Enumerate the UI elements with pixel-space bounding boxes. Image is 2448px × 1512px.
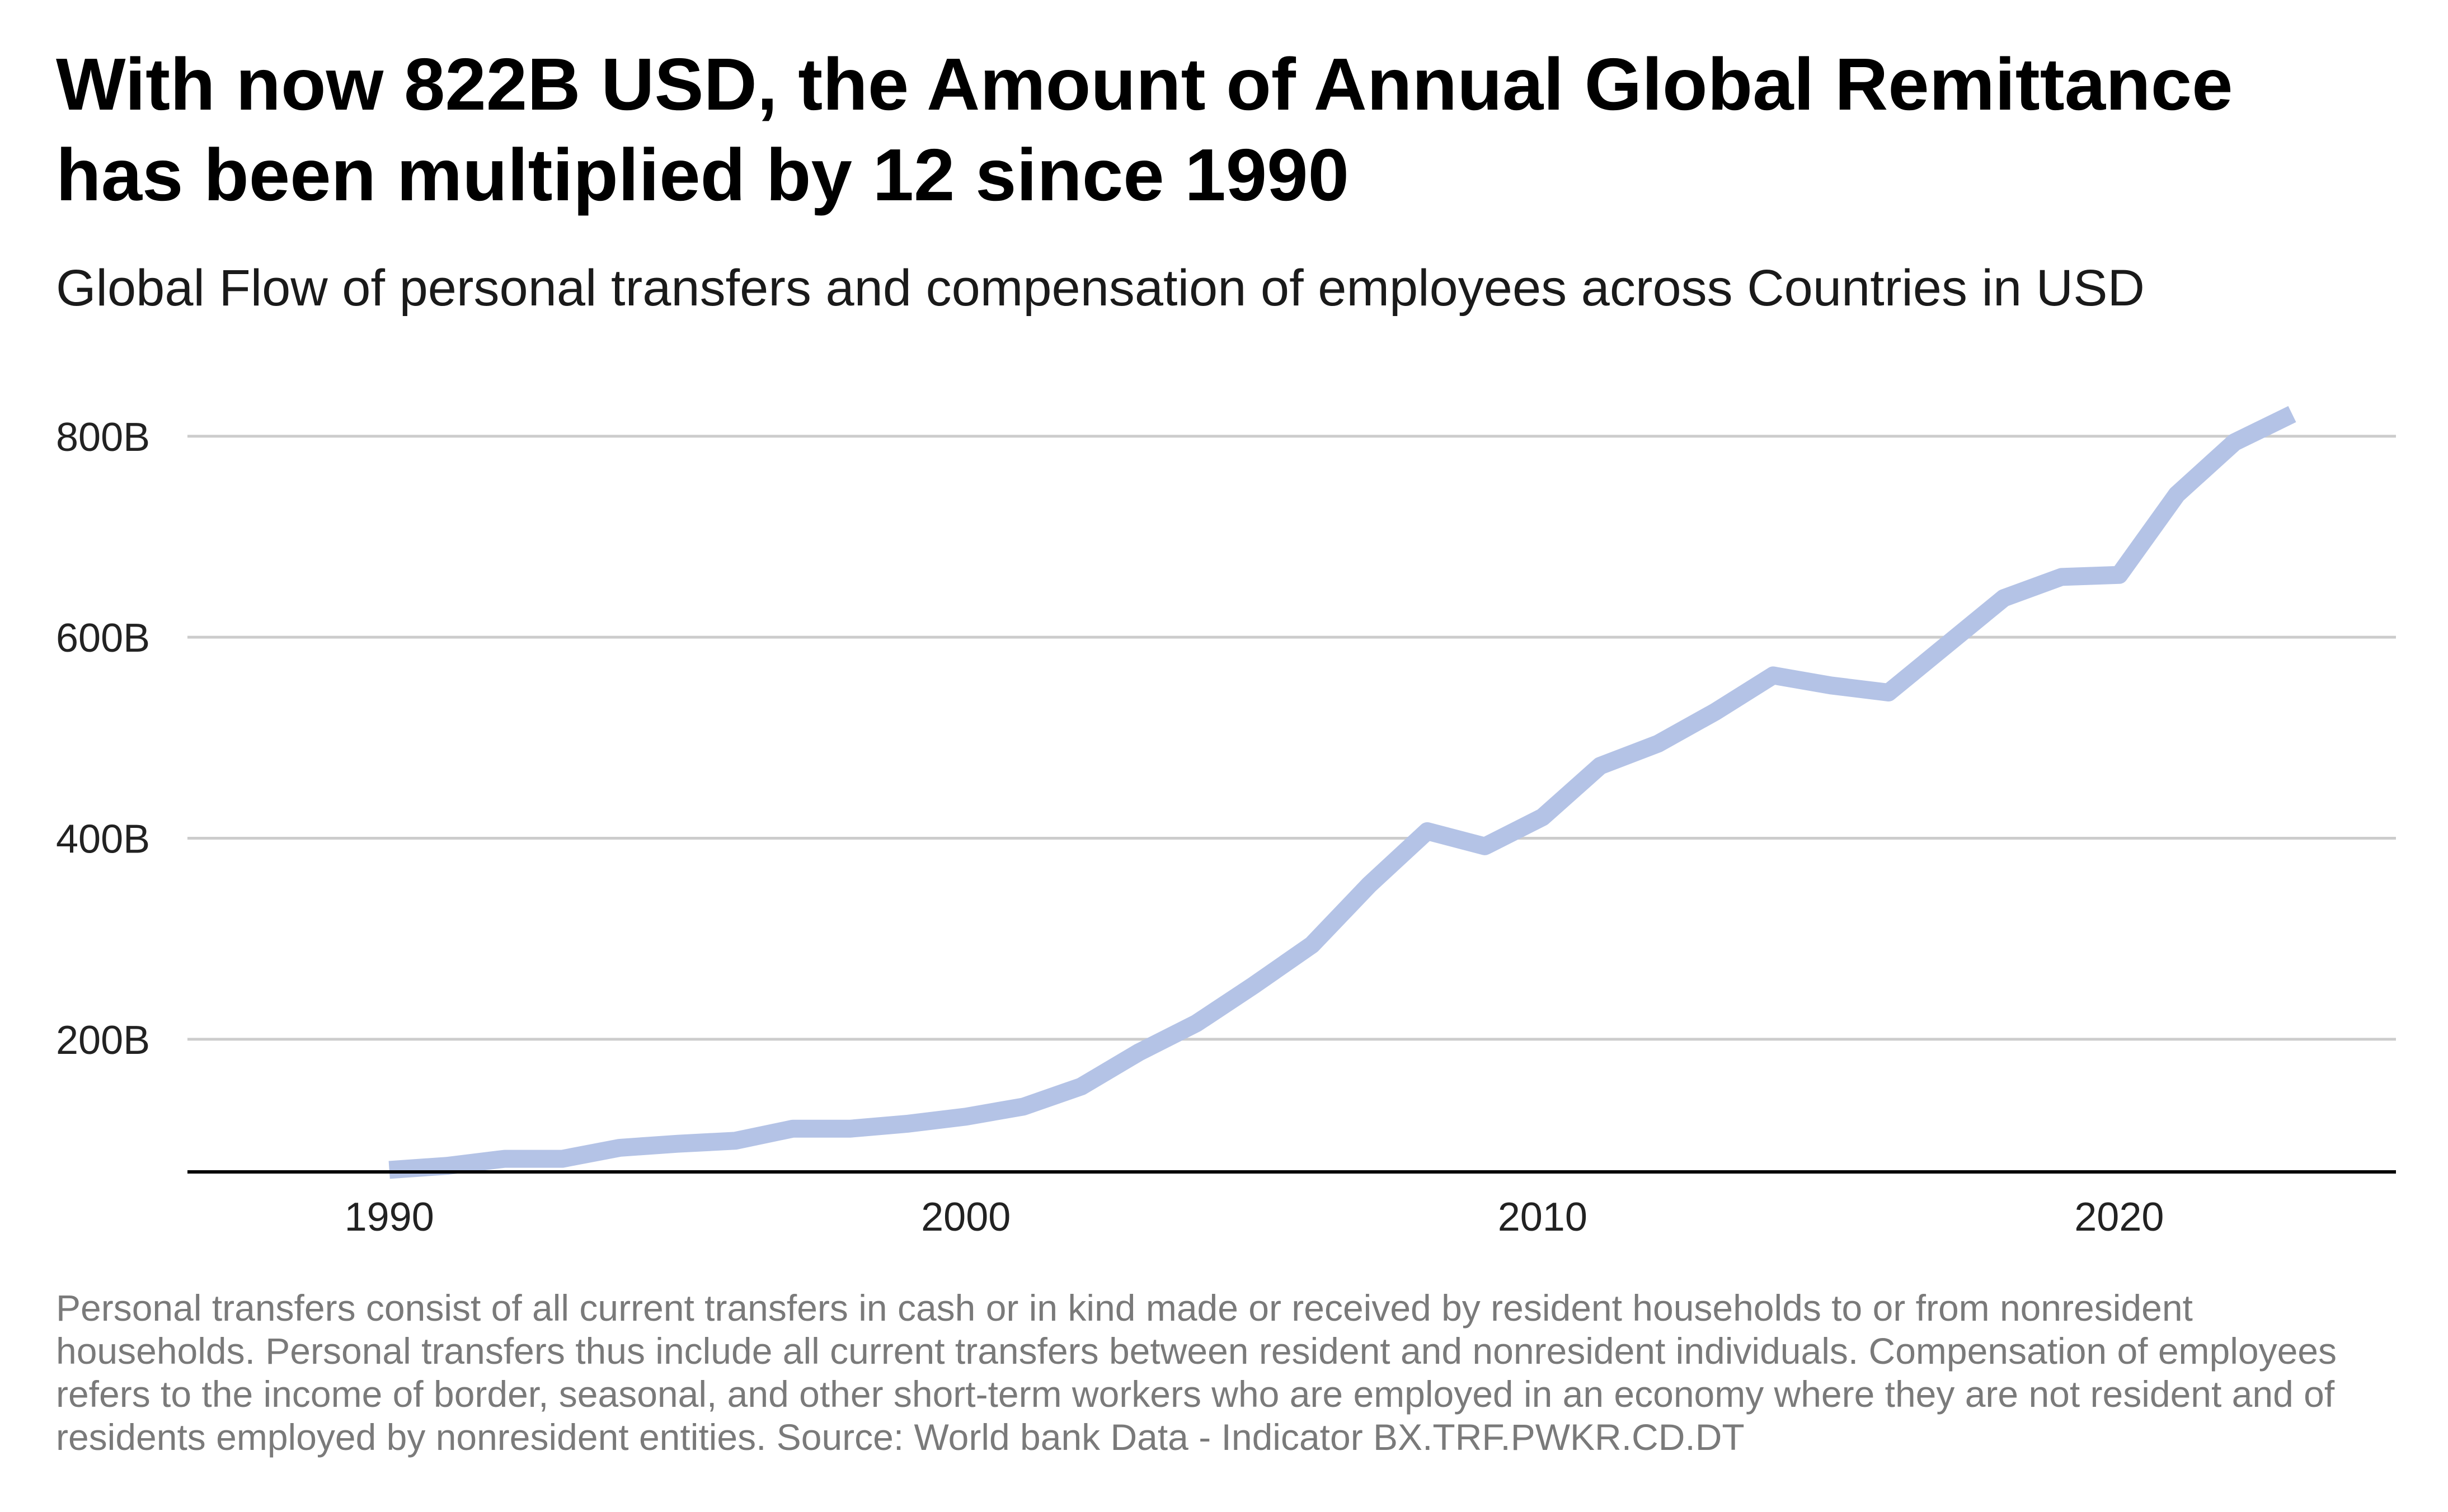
series-line-0 (388, 406, 2296, 1179)
series-layer (388, 406, 2296, 1179)
x-tick-label: 2020 (2074, 1195, 2164, 1240)
y-tick-label: 800B (56, 415, 150, 460)
chart-title: With now 822B USD, the Amount of Annual … (56, 43, 2233, 216)
gridlines (187, 435, 2396, 1041)
x-tick-label: 2010 (1498, 1195, 1587, 1240)
chart-subtitle: Global Flow of personal transfers and co… (56, 260, 2145, 317)
y-tick-label: 400B (56, 817, 150, 862)
source-footnote: Personal transfers consist of all curren… (56, 1287, 2337, 1458)
y-tick-label: 200B (56, 1018, 150, 1063)
x-tick-label: 2000 (921, 1195, 1011, 1240)
line-chart: 200B 400B 600B 800B 1990 2000 2010 2020 (56, 406, 2396, 1240)
x-tick-label: 1990 (345, 1195, 434, 1240)
y-tick-label: 600B (56, 616, 150, 661)
axes: 200B 400B 600B 800B 1990 2000 2010 2020 (56, 415, 2396, 1240)
